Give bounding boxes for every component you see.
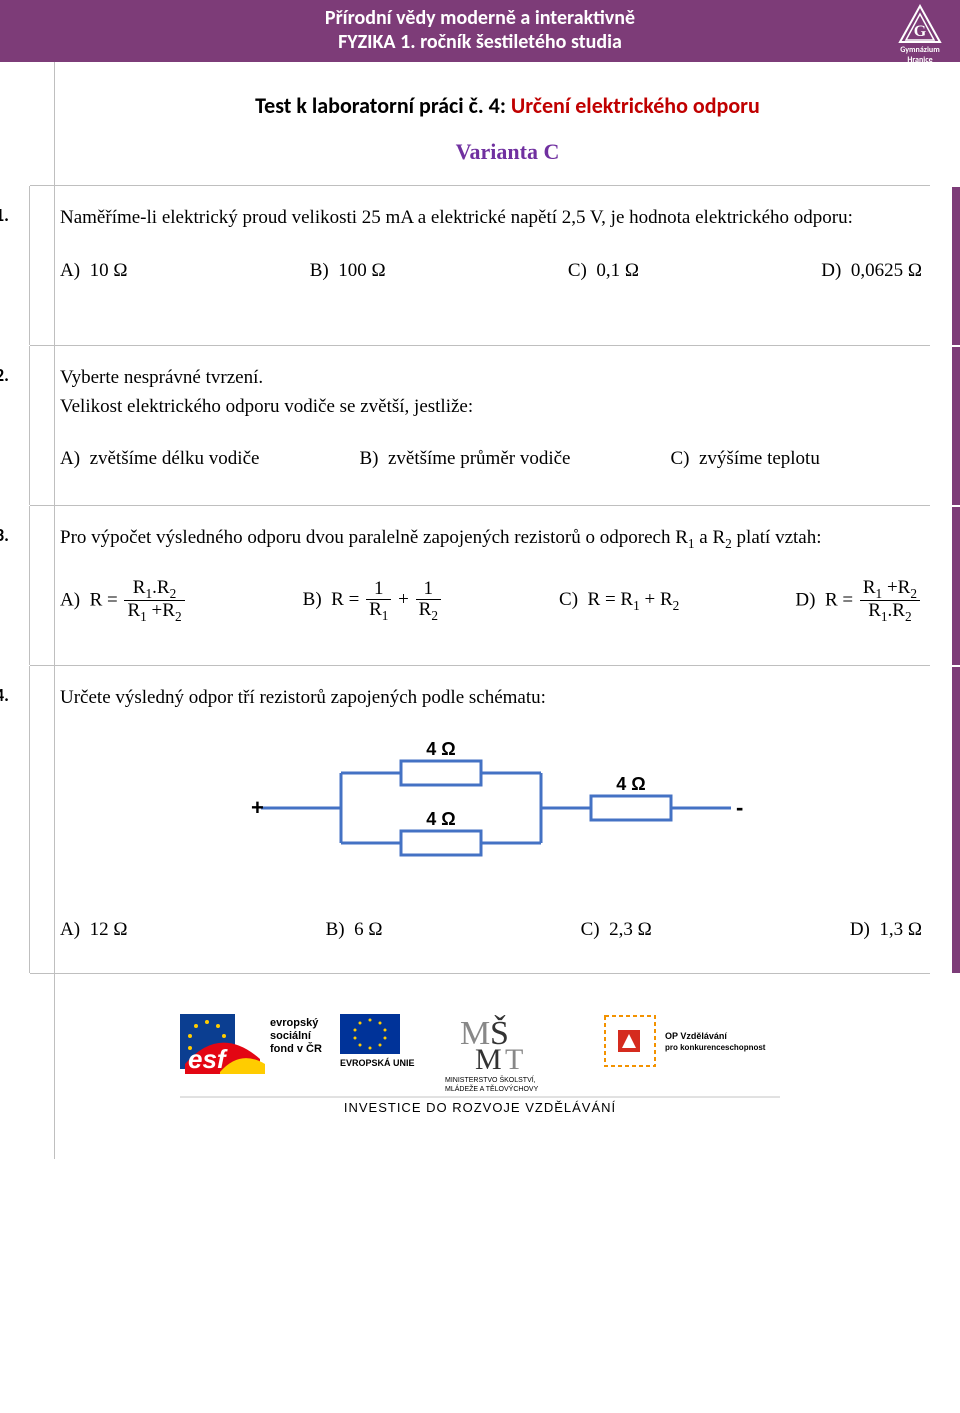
eu-text: EVROPSKÁ UNIE bbox=[340, 1058, 415, 1068]
header-title-1: Přírodní vědy moderně a interaktivně bbox=[0, 6, 960, 30]
msmt-text-1: MINISTERSTVO ŠKOLSTVÍ, bbox=[445, 1075, 536, 1084]
svg-text:G: G bbox=[914, 23, 927, 40]
question-1: 1. Naměříme-li elektrický proud velikost… bbox=[30, 185, 930, 345]
accent-stripe bbox=[952, 666, 960, 973]
q2-option-a: A) zvětšíme délku vodiče bbox=[60, 445, 259, 474]
logo-triangle-icon: G bbox=[898, 4, 942, 44]
question-2-number: 2. bbox=[0, 346, 30, 505]
question-3: 3. Pro výpočet výsledného odporu dvou pa… bbox=[30, 505, 930, 665]
question-4-number: 4. bbox=[0, 666, 30, 973]
esf-text-3: fond v ČR bbox=[270, 1042, 322, 1055]
circuit-r-top: 4 Ω bbox=[426, 739, 455, 759]
q1-option-b: B) 100 Ω bbox=[310, 257, 386, 286]
opvk-logo-icon bbox=[605, 1016, 655, 1066]
footer-logos: esf evropský sociální fond v ČR EVROPSKÁ… bbox=[30, 974, 930, 1139]
q3-option-c: C) R = R1 + R2 bbox=[559, 586, 679, 616]
question-2: 2. Vyberte nesprávné tvrzení. Velikost e… bbox=[30, 345, 930, 505]
esf-text-2: sociální bbox=[270, 1030, 312, 1042]
q3-option-d: D) R = R1 +R2R1.R2 bbox=[795, 578, 922, 625]
footer-slogan: INVESTICE DO ROZVOJE VZDĚLÁVÁNÍ bbox=[344, 1100, 616, 1114]
school-logo: G Gymnázium Hranice bbox=[890, 4, 950, 64]
q2-option-c: C) zvýšíme teplotu bbox=[671, 445, 820, 474]
circuit-r-right: 4 Ω bbox=[616, 774, 645, 794]
question-2-text-2: Velikost elektrického odporu vodiče se z… bbox=[60, 393, 922, 422]
question-4: 4. Určete výsledný odpor tří rezistorů z… bbox=[30, 665, 930, 974]
q4-option-d: D) 1,3 Ω bbox=[850, 916, 922, 945]
q4-option-a: A) 12 Ω bbox=[60, 916, 127, 945]
question-2-text-1: Vyberte nesprávné tvrzení. bbox=[60, 364, 922, 393]
page-body: Test k laboratorní práci č. 4: Určení el… bbox=[0, 62, 960, 1159]
question-1-number: 1. bbox=[0, 186, 30, 345]
esf-text-1: evropský bbox=[270, 1017, 319, 1029]
circuit-r-bottom: 4 Ω bbox=[426, 809, 455, 829]
variant-label: Varianta C bbox=[85, 129, 930, 185]
q2-option-b: B) zvětšíme průměr vodiče bbox=[359, 445, 570, 474]
msmt-text-2: MLÁDEŽE A TĚLOVÝCHOVY bbox=[445, 1084, 539, 1093]
q3-option-a: A) R = R1.R2R1 +R2 bbox=[60, 578, 187, 625]
q4-option-c: C) 2,3 Ω bbox=[581, 916, 652, 945]
q1-option-c: C) 0,1 Ω bbox=[568, 257, 639, 286]
logo-text-1: Gymnázium bbox=[890, 46, 950, 54]
q1-option-a: A) 10 Ω bbox=[60, 257, 127, 286]
circuit-plus: + bbox=[251, 795, 264, 820]
question-4-text: Určete výsledný odpor tří rezistorů zapo… bbox=[60, 684, 922, 713]
op-text-1: OP Vzdělávání bbox=[665, 1031, 727, 1041]
circuit-minus: - bbox=[736, 795, 743, 820]
esf-logo-icon: esf bbox=[180, 1014, 265, 1074]
q3-option-b: B) R = 1R1 + 1R2 bbox=[303, 579, 443, 623]
svg-text:esf: esf bbox=[188, 1044, 228, 1074]
svg-text:M: M bbox=[475, 1043, 502, 1076]
op-text-2: pro konkurenceschopnost bbox=[665, 1043, 766, 1052]
svg-text:T: T bbox=[505, 1043, 523, 1076]
page-header: Přírodní vědy moderně a interaktivně FYZ… bbox=[0, 0, 960, 62]
question-1-text: Naměříme-li elektrický proud velikosti 2… bbox=[60, 204, 922, 233]
question-3-text: Pro výpočet výsledného odporu dvou paral… bbox=[60, 524, 922, 554]
accent-stripe bbox=[952, 186, 960, 345]
accent-stripe bbox=[952, 506, 960, 665]
accent-stripe bbox=[952, 346, 960, 505]
circuit-diagram: + - 4 Ω 4 Ω 4 Ω bbox=[60, 733, 922, 893]
question-3-number: 3. bbox=[0, 506, 30, 665]
eu-flag-icon bbox=[340, 1014, 400, 1054]
title-highlight: Určení elektrického odporu bbox=[511, 92, 760, 119]
q4-option-b: B) 6 Ω bbox=[326, 916, 383, 945]
q1-option-d: D) 0,0625 Ω bbox=[821, 257, 922, 286]
test-title: Test k laboratorní práci č. 4: Určení el… bbox=[85, 62, 930, 129]
header-title-2: FYZIKA 1. ročník šestiletého studia bbox=[0, 30, 960, 54]
title-prefix: Test k laboratorní práci č. 4: bbox=[255, 92, 511, 119]
msmt-logo-icon: M Š M T bbox=[460, 1014, 523, 1076]
